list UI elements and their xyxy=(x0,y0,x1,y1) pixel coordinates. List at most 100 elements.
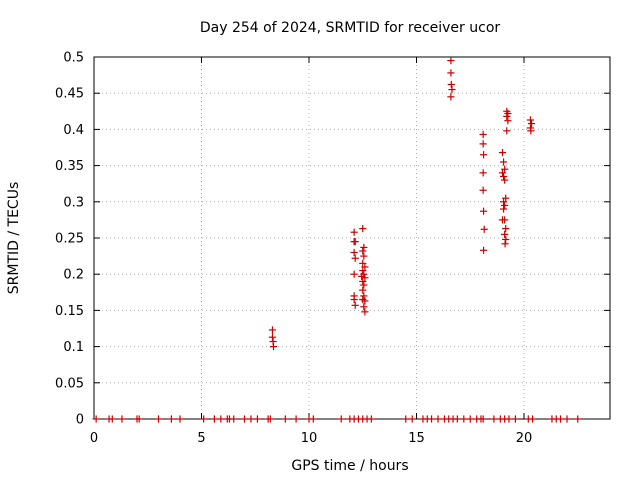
data-point xyxy=(479,151,488,159)
data-point xyxy=(268,333,277,341)
y-tick-label: 0.3 xyxy=(63,195,84,210)
data-point xyxy=(108,415,116,423)
data-point xyxy=(360,303,368,311)
data-point xyxy=(350,270,358,278)
data-point xyxy=(268,326,277,334)
data-point xyxy=(351,238,359,246)
chart-title: Day 254 of 2024, SRMTID for receiver uco… xyxy=(200,20,501,36)
data-point xyxy=(448,85,456,94)
data-point xyxy=(247,415,255,423)
data-point xyxy=(501,230,509,238)
data-point xyxy=(360,292,368,300)
data-point xyxy=(266,415,274,423)
y-tick-label: 0.25 xyxy=(55,232,84,247)
y-tick-label: 0.15 xyxy=(55,304,84,319)
data-point xyxy=(359,266,367,275)
data-point xyxy=(359,247,367,255)
y-tick-label: 0.05 xyxy=(55,376,84,391)
data-point xyxy=(292,415,300,423)
data-point xyxy=(504,117,512,125)
data-point xyxy=(498,148,507,157)
data-point xyxy=(574,415,582,423)
data-point xyxy=(499,205,508,213)
data-point xyxy=(359,277,367,286)
data-point xyxy=(360,281,368,289)
data-point xyxy=(210,415,218,423)
axis-ticks: 0 0.05 0.1 0.15 0.2 0.25 0.3 0.35 0.4 0.45 0.5 0 5 10… xyxy=(55,51,610,446)
data-point xyxy=(499,198,508,206)
data-point xyxy=(351,254,359,262)
data-point xyxy=(502,224,510,233)
data-point xyxy=(360,243,368,252)
data-point xyxy=(501,201,509,210)
y-tick-label: 0 xyxy=(76,413,84,428)
data-point xyxy=(447,80,455,89)
data-point xyxy=(434,415,442,423)
data-point xyxy=(367,415,375,423)
data-point xyxy=(511,415,519,423)
data-point xyxy=(479,415,487,423)
x-tick-label: 20 xyxy=(516,431,533,446)
grid-lines xyxy=(94,57,610,419)
data-point xyxy=(350,228,358,236)
data-point xyxy=(479,207,488,215)
data-point xyxy=(479,186,487,194)
data-point xyxy=(240,415,249,423)
data-point xyxy=(217,415,225,423)
data-point xyxy=(350,248,358,257)
data-point xyxy=(563,415,571,423)
data-point xyxy=(501,240,509,248)
data-point xyxy=(167,415,175,423)
data-point xyxy=(501,176,509,184)
data-point xyxy=(479,169,487,177)
data-point xyxy=(499,158,508,166)
data-point xyxy=(499,172,508,181)
data-point xyxy=(527,120,536,128)
data-point xyxy=(427,415,436,423)
data-point xyxy=(360,252,368,260)
data-point xyxy=(92,415,100,423)
data-point xyxy=(200,415,208,423)
data-point xyxy=(230,415,238,423)
data-point xyxy=(281,415,289,423)
data-point xyxy=(447,93,455,101)
data-point xyxy=(556,415,565,423)
data-point xyxy=(135,415,143,423)
data-point xyxy=(118,415,126,423)
data-point xyxy=(502,194,510,202)
y-tick-label: 0.4 xyxy=(63,123,84,138)
data-point xyxy=(479,140,487,148)
data-point xyxy=(479,246,488,254)
data-point xyxy=(408,415,416,423)
data-point xyxy=(460,415,468,423)
data-point xyxy=(526,116,535,124)
y-tick-label: 0.35 xyxy=(55,159,84,174)
y-tick-label: 0.45 xyxy=(55,87,84,102)
data-point xyxy=(453,415,461,423)
x-tick-label: 10 xyxy=(301,431,318,446)
data-point xyxy=(359,286,367,294)
data-point xyxy=(480,225,488,233)
data-point xyxy=(501,165,509,173)
data-point xyxy=(361,297,369,305)
y-tick-label: 0.1 xyxy=(63,340,84,355)
data-point xyxy=(359,224,367,233)
y-axis-label: SRMTID / TECUs xyxy=(6,182,22,295)
data-point xyxy=(337,415,345,423)
data-point xyxy=(359,259,367,267)
x-tick-label: 15 xyxy=(408,431,425,446)
data-point xyxy=(176,415,184,423)
data-point xyxy=(529,415,537,423)
data-point xyxy=(490,415,498,423)
plot-frame xyxy=(93,56,611,420)
data-points xyxy=(92,57,582,423)
x-tick-label: 5 xyxy=(197,431,205,446)
data-point xyxy=(479,130,487,139)
data-point xyxy=(350,295,358,304)
data-point xyxy=(447,69,455,77)
data-point xyxy=(361,274,369,282)
x-axis-label: GPS time / hours xyxy=(291,458,408,474)
data-point xyxy=(503,112,511,120)
data-point xyxy=(402,415,410,423)
